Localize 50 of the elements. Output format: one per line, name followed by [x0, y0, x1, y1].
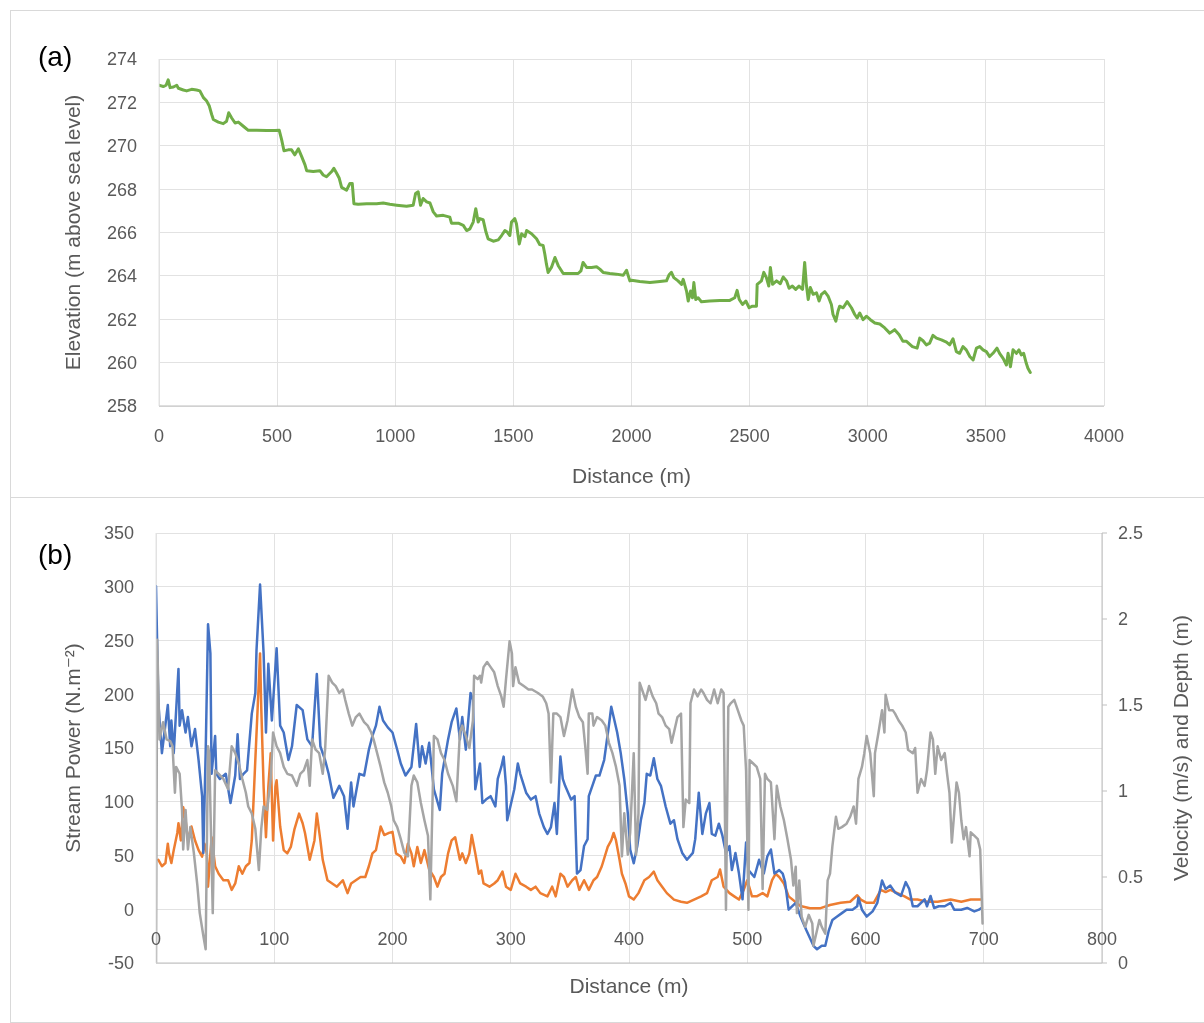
y-axis-title: Elevation (m above sea level)	[60, 94, 84, 371]
x-tick-label: 1500	[493, 425, 534, 446]
x-tick-label: 3000	[847, 425, 888, 446]
y-tick-label: 0	[123, 899, 134, 920]
x-tick-label: 0	[153, 425, 165, 446]
y-tick-label: 264	[106, 266, 137, 287]
x-tick-label: 2500	[729, 425, 770, 446]
y-tick-label: 258	[106, 396, 137, 417]
x-tick-label: 100	[259, 929, 290, 950]
y-tick-label: 270	[106, 136, 137, 157]
y-tick-label: 272	[106, 92, 137, 113]
chart-title: (b)	[38, 539, 73, 570]
y-tick-label: -50	[107, 953, 134, 974]
y-axis-title: Stream Power (N.m⁻²)	[60, 643, 84, 853]
y-tick-label: 274	[106, 49, 137, 70]
y-tick-label: 260	[106, 353, 137, 374]
x-tick-label: 3500	[965, 425, 1006, 446]
x-tick-label: 800	[1086, 929, 1118, 950]
x-tick-label: 0	[150, 929, 162, 950]
y-tick-label: 150	[103, 738, 134, 759]
x-tick-label: 600	[850, 929, 881, 950]
x-tick-label: 700	[968, 929, 999, 950]
y2-tick-label: 2	[1118, 609, 1129, 630]
x-tick-label: 1000	[375, 425, 416, 446]
y-tick-label: 350	[103, 523, 134, 544]
x-axis-title: Distance (m)	[571, 463, 692, 487]
y2-tick-label: 1.5	[1118, 695, 1144, 716]
y2-tick-label: 0.5	[1118, 867, 1144, 888]
y2-axis-title: Velocity (m/s) and Depth (m)	[1168, 614, 1192, 882]
y-tick-label: 250	[103, 630, 134, 651]
x-tick-label: 500	[262, 425, 293, 446]
line-series	[159, 78, 1032, 374]
x-tick-label: 500	[732, 929, 763, 950]
x-tick-label: 300	[495, 929, 526, 950]
y-tick-label: 300	[103, 577, 134, 598]
y-tick-label: 50	[113, 845, 134, 866]
y-tick-label: 262	[106, 309, 137, 330]
y-tick-label: 268	[106, 179, 137, 200]
x-axis-title: Distance (m)	[569, 973, 689, 997]
x-tick-label: 2000	[611, 425, 652, 446]
y-tick-label: 200	[103, 684, 134, 705]
y2-tick-label: 1	[1118, 781, 1129, 802]
y-tick-label: 100	[103, 792, 134, 813]
y2-tick-label: 2.5	[1118, 523, 1144, 544]
chart-title: (a)	[38, 41, 73, 72]
y2-tick-label: 0	[1118, 953, 1129, 974]
x-tick-label: 400	[613, 929, 645, 950]
y-tick-label: 266	[106, 222, 137, 243]
x-tick-label: 200	[377, 929, 408, 950]
x-tick-label: 4000	[1083, 425, 1125, 446]
